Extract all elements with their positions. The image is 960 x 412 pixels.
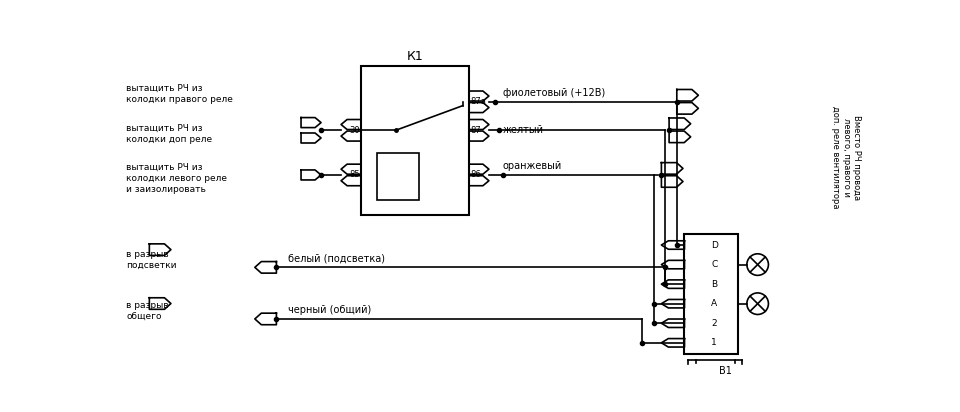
Text: вытащить РЧ из
колодки доп реле: вытащить РЧ из колодки доп реле [127,124,212,144]
Text: 87: 87 [470,126,481,135]
Text: черный (общий): черный (общий) [288,305,372,315]
Text: 85: 85 [348,171,360,180]
Bar [361,66,468,215]
Text: вытащить РЧ из
колодки правого реле: вытащить РЧ из колодки правого реле [127,84,233,104]
Bar [376,153,419,199]
Bar [684,234,738,353]
Text: 87а: 87а [470,97,487,106]
Text: 86: 86 [470,171,481,180]
Text: К1: К1 [407,49,423,63]
Text: D: D [710,241,717,250]
Text: в разрыв
подсветки: в разрыв подсветки [127,250,177,270]
Text: Вместо РЧ провода
левого, правого и
доп. реле вентилятора: Вместо РЧ провода левого, правого и доп.… [831,106,861,208]
Text: желтый: желтый [503,125,543,135]
Text: белый (подсветка): белый (подсветка) [288,253,385,264]
Text: 1: 1 [711,338,717,347]
Text: A: A [711,299,717,308]
Text: В1: В1 [719,366,732,376]
Text: фиолетовый (+12В): фиолетовый (+12В) [503,88,605,98]
Text: 2: 2 [711,319,717,328]
Text: C: C [711,260,717,269]
Text: в разрыв
общего: в разрыв общего [127,301,169,321]
Text: вытащить РЧ из
колодки левого реле
и заизолировать: вытащить РЧ из колодки левого реле и заи… [127,163,228,194]
Text: 30: 30 [348,126,360,135]
Text: B: B [711,280,717,289]
Text: оранжевый: оранжевый [503,161,562,171]
